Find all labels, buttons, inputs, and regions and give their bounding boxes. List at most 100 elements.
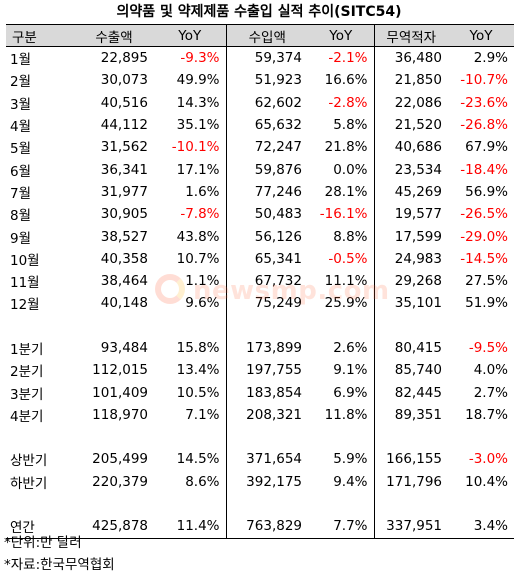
import-value: 75,249: [254, 295, 302, 312]
export-value: 93,484: [100, 340, 148, 356]
import-yoy: 11.8%: [308, 403, 375, 427]
import-value: 183,854: [246, 384, 302, 401]
import-value: 72,247: [254, 139, 302, 156]
quarter-row: 4분기 118,970 7.1% 208,321 11.8% 89,351 18.7%: [6, 403, 514, 427]
half-row: 하반기 220,379 8.6% 392,175 9.4% 171,796 10.4%: [6, 470, 514, 493]
source-note: *자료:한국무역협회: [4, 557, 115, 573]
deficit-yoy: 51.9%: [465, 295, 508, 312]
import-yoy: 28.1%: [308, 180, 375, 204]
import-yoy: 25.9%: [308, 292, 375, 315]
export-value: 425,878: [74, 515, 154, 539]
import-value: 208,321: [246, 406, 302, 423]
export-yoy: -9.3%: [154, 46, 227, 70]
month-row: 8월 30,905 -7.8% 50,483 -16.1% 19,577 -26.5%: [6, 203, 514, 226]
deficit-yoy: -9.5%: [468, 340, 508, 356]
spacer-cell: [448, 426, 514, 448]
import-value: 77,246: [254, 183, 302, 200]
deficit-value: 85,740: [394, 362, 442, 379]
import-yoy: -0.5%: [308, 247, 375, 270]
spacer-cell: [374, 493, 448, 515]
spacer-cell: [226, 493, 308, 515]
import-yoy: -2.8%: [308, 91, 375, 114]
month-row: 2월 30,073 49.9% 51,923 16.6% 21,850 -10.7%: [6, 69, 514, 92]
row-label: 4분기: [10, 408, 44, 425]
row-label: 9월: [10, 230, 32, 247]
deficit-yoy: 3.4%: [448, 515, 514, 539]
half-row: 상반기 205,499 14.5% 371,654 5.9% 166,155 -3.0%: [6, 448, 514, 471]
row-label: 4월: [10, 119, 32, 136]
row-label: 1월: [10, 52, 32, 69]
export-yoy: -10.1%: [154, 136, 227, 159]
export-yoy: 13.4%: [154, 359, 227, 382]
export-value: 44,112: [100, 117, 148, 134]
deficit-value: 21,520: [394, 117, 442, 134]
export-yoy: 14.5%: [154, 448, 227, 471]
month-row: 5월 31,562 -10.1% 72,247 21.8% 40,686 67.9%: [6, 136, 514, 159]
month-row: 4월 44,112 35.1% 65,632 5.8% 21,520 -26.8%: [6, 113, 514, 137]
quarter-row: 2분기 112,015 13.4% 197,755 9.1% 85,740 4.0%: [6, 359, 514, 382]
export-value: 30,905: [100, 206, 148, 223]
import-value: 173,899: [246, 340, 302, 356]
deficit-yoy: -3.0%: [468, 451, 508, 468]
header-import: 수입액: [226, 24, 308, 47]
deficit-yoy: 27.5%: [465, 273, 508, 290]
month-row: 7월 31,977 1.6% 77,246 28.1% 45,269 56.9%: [6, 180, 514, 204]
month-row: 11월 38,464 1.1% 67,732 11.1% 29,268 27.5%: [6, 269, 514, 293]
spacer-cell: [448, 315, 514, 337]
header-deficit: 무역적자: [374, 24, 448, 47]
import-value: 50,483: [254, 206, 302, 223]
row-label: 상반기: [10, 453, 48, 470]
spacer-cell: [74, 315, 154, 337]
deficit-value: 166,155: [386, 451, 442, 468]
export-yoy: -7.8%: [154, 203, 227, 226]
export-value: 40,148: [100, 295, 148, 312]
row-label: 하반기: [10, 475, 48, 492]
export-value: 40,358: [100, 250, 148, 267]
spacer-row: [6, 426, 514, 449]
deficit-value: 22,086: [394, 94, 442, 111]
annual-row: 연간 425,878 11.4% 763,829 7.7% 337,951 3.4%: [6, 515, 514, 539]
row-label: 2월: [10, 74, 32, 91]
row-label: 7월: [10, 185, 32, 202]
month-row: 3월 40,516 14.3% 62,602 -2.8% 22,086 -23.6%: [6, 91, 514, 114]
spacer-row: [6, 492, 514, 516]
row-label: 연간: [6, 515, 74, 539]
import-value: 65,632: [254, 117, 302, 134]
import-yoy: 2.6%: [308, 336, 375, 360]
month-row: 10월 40,358 10.7% 65,341 -0.5% 24,983 -14.5%: [6, 247, 514, 270]
table-title: 의약품 및 약제제품 수출입 실적 추이(SITC54): [116, 4, 402, 20]
import-yoy: -16.1%: [308, 203, 375, 226]
deficit-value: 45,269: [394, 183, 442, 200]
deficit-value: 35,101: [394, 295, 442, 312]
export-value: 205,499: [92, 451, 148, 468]
export-value: 36,341: [100, 161, 148, 178]
deficit-yoy: -26.8%: [460, 117, 508, 134]
deficit-value: 21,850: [394, 72, 442, 89]
export-yoy: 49.9%: [154, 69, 227, 92]
export-value: 220,379: [92, 473, 148, 490]
import-yoy: 5.8%: [308, 113, 375, 137]
export-value: 22,895: [100, 50, 148, 67]
spacer-cell: [374, 315, 448, 337]
row-label: 1분기: [10, 342, 44, 358]
export-value: 112,015: [92, 362, 148, 379]
export-yoy: 11.4%: [154, 515, 227, 539]
import-yoy: 5.9%: [308, 448, 375, 471]
export-value: 118,970: [92, 406, 148, 423]
deficit-yoy: -18.4%: [460, 161, 508, 178]
deficit-value: 17,599: [394, 228, 442, 245]
spacer-cell: [226, 315, 308, 337]
import-value: 371,654: [246, 451, 302, 468]
spacer-cell: [6, 426, 74, 448]
header-import-yoy: YoY: [308, 24, 375, 47]
export-yoy: 15.8%: [154, 336, 227, 360]
export-yoy: 7.1%: [154, 403, 227, 427]
import-value: 59,876: [254, 161, 302, 178]
month-row: 12월 40,148 9.6% 75,249 25.9% 35,101 51.9%: [6, 292, 514, 315]
spacer-row: [6, 314, 514, 337]
row-label: 2분기: [10, 364, 44, 381]
spacer-cell: [74, 426, 154, 448]
import-value: 56,126: [254, 228, 302, 245]
spacer-cell: [308, 314, 375, 337]
row-label: 10월: [10, 252, 40, 269]
